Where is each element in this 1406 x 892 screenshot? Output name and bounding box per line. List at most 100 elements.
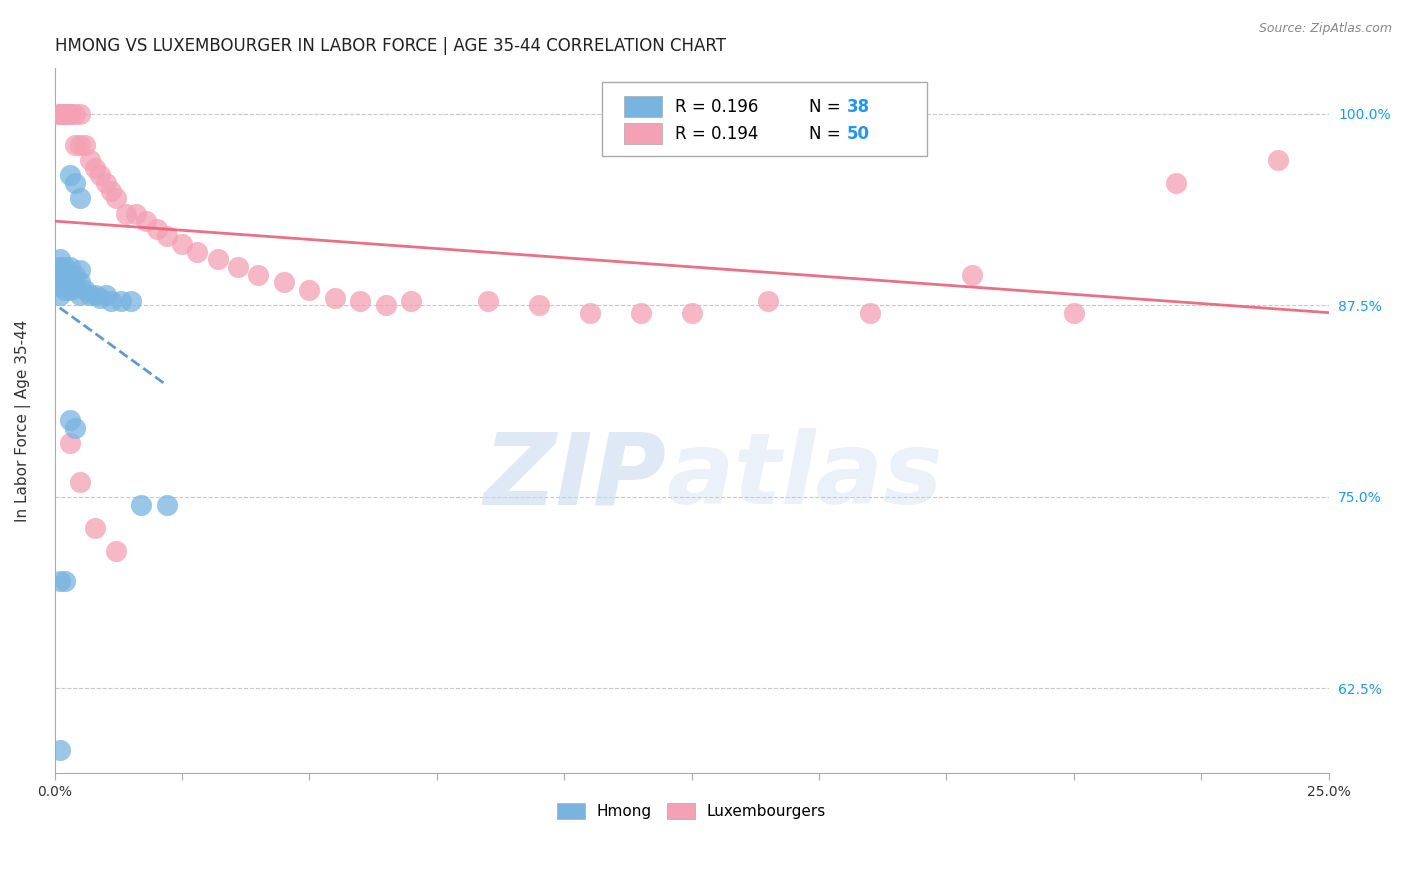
Point (323, 291, 346, 305)
Point (186, 244, 208, 259)
Point (63, 278, 86, 293)
Point (59, 107, 82, 121)
Point (48, 107, 70, 121)
Point (298, 283, 321, 297)
Point (53, 268, 76, 282)
Point (129, 498, 152, 512)
Text: R = 0.196: R = 0.196 (675, 98, 758, 116)
FancyBboxPatch shape (624, 123, 662, 145)
Point (63, 268, 86, 282)
Point (110, 293, 132, 308)
Point (59, 260, 82, 274)
Point (115, 206, 138, 220)
Point (59, 271, 82, 285)
Point (75, 137, 97, 152)
Point (104, 543, 127, 558)
Point (79, 287, 101, 301)
Point (273, 276, 295, 290)
Point (756, 293, 779, 308)
Point (94, 176, 117, 190)
Point (84, 520, 107, 534)
Point (48, 268, 70, 282)
Point (63, 421, 86, 435)
Point (69, 475, 91, 489)
Point (374, 298, 396, 312)
Point (48, 252, 70, 267)
Point (84, 161, 107, 175)
Point (59, 436, 82, 450)
Point (48, 268, 70, 282)
Point (156, 498, 179, 512)
Point (69, 137, 91, 152)
Y-axis label: In Labor Force | Age 35-44: In Labor Force | Age 35-44 (15, 319, 31, 522)
Point (89, 291, 111, 305)
Point (69, 107, 91, 121)
Point (145, 222, 167, 236)
Text: 38: 38 (846, 98, 870, 116)
Point (53, 107, 76, 121)
Point (75, 283, 97, 297)
Point (1164, 176, 1187, 190)
Point (135, 214, 157, 228)
Point (120, 293, 142, 308)
Point (125, 206, 148, 220)
Point (84, 287, 107, 301)
Point (53, 107, 76, 121)
Point (349, 293, 371, 308)
Point (247, 268, 270, 282)
Point (1063, 306, 1085, 320)
Text: HMONG VS LUXEMBOURGER IN LABOR FORCE | AGE 35-44 CORRELATION CHART: HMONG VS LUXEMBOURGER IN LABOR FORCE | A… (55, 37, 725, 55)
Point (578, 306, 600, 320)
Point (63, 107, 86, 121)
Point (63, 137, 86, 152)
FancyBboxPatch shape (624, 96, 662, 118)
Point (89, 168, 111, 182)
Point (48, 287, 70, 301)
Point (69, 263, 91, 277)
Text: R = 0.194: R = 0.194 (675, 125, 758, 143)
Point (170, 237, 193, 252)
Point (53, 283, 76, 297)
Point (156, 229, 179, 244)
Text: ZIP: ZIP (484, 428, 666, 525)
Point (48, 260, 70, 274)
Point (207, 252, 229, 267)
Point (100, 293, 122, 308)
Point (48, 107, 70, 121)
Point (104, 191, 127, 205)
Point (69, 191, 91, 205)
Text: N =: N = (808, 125, 846, 143)
Point (53, 574, 76, 589)
Point (59, 168, 82, 182)
Point (63, 176, 86, 190)
FancyBboxPatch shape (602, 82, 928, 156)
Text: atlas: atlas (666, 428, 942, 525)
Point (48, 260, 70, 274)
Point (53, 260, 76, 274)
Point (79, 153, 101, 167)
Point (48, 743, 70, 757)
Point (94, 287, 117, 301)
Point (1267, 153, 1289, 167)
Point (53, 271, 76, 285)
Point (69, 287, 91, 301)
Point (53, 107, 76, 121)
Point (630, 306, 652, 320)
Point (859, 306, 882, 320)
Legend: Hmong, Luxembourgers: Hmong, Luxembourgers (551, 797, 832, 825)
Text: N =: N = (808, 98, 846, 116)
Point (100, 184, 122, 198)
Point (681, 306, 703, 320)
Point (960, 268, 983, 282)
Text: 50: 50 (846, 125, 870, 143)
Point (401, 293, 423, 308)
Point (59, 413, 82, 427)
Point (527, 298, 550, 312)
Point (226, 260, 249, 274)
Point (48, 278, 70, 293)
Point (477, 293, 499, 308)
Point (59, 107, 82, 121)
Point (69, 276, 91, 290)
Point (59, 283, 82, 297)
Text: Source: ZipAtlas.com: Source: ZipAtlas.com (1258, 22, 1392, 36)
